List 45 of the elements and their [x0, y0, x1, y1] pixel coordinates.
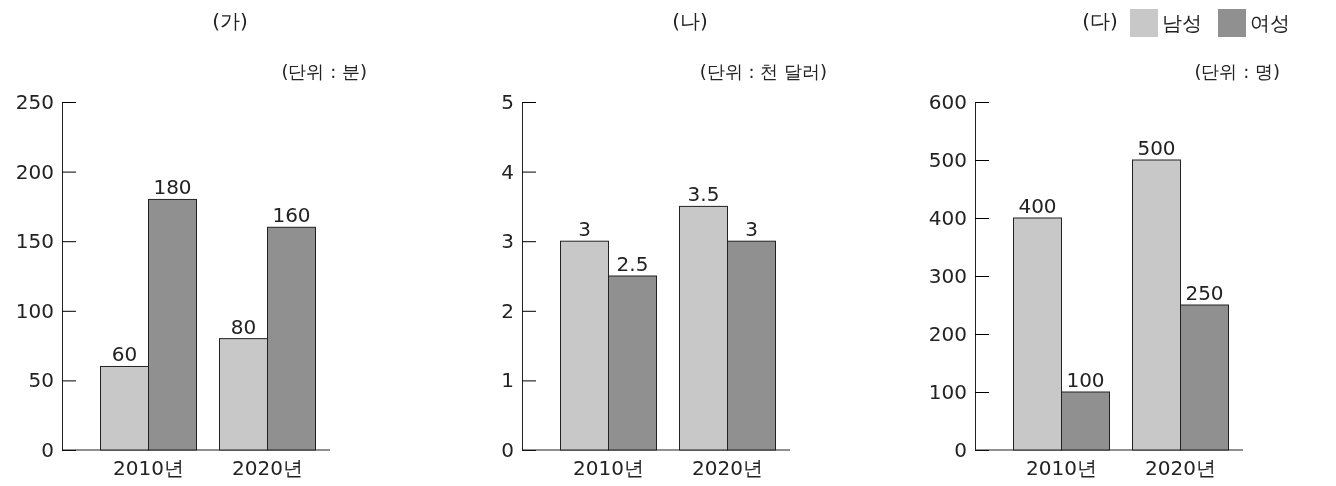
- y-tick-label: 50: [28, 368, 54, 393]
- chart-subtitle: (단위 : 천 달러): [699, 61, 827, 82]
- y-tick-label: 150: [15, 229, 54, 254]
- data-label: 500: [1137, 136, 1176, 160]
- y-tick-label: 100: [15, 298, 54, 323]
- y-tick-label: 600: [928, 89, 967, 114]
- chart-title: (다): [1082, 9, 1118, 33]
- y-tick-label: 3: [501, 229, 514, 254]
- x-tick-label: 2010년: [573, 456, 644, 480]
- y-tick-label: 400: [928, 205, 967, 230]
- y-tick-label: 200: [928, 321, 967, 346]
- data-label: 3: [745, 217, 758, 242]
- chart-title: (나): [672, 9, 708, 33]
- chart-title: (가): [212, 9, 248, 33]
- y-tick-label: 250: [15, 89, 54, 114]
- y-tick-label: 4: [501, 159, 514, 184]
- x-tick-label: 2020년: [1145, 456, 1216, 480]
- y-tick-label: 500: [928, 147, 967, 172]
- chart-subtitle: (단위 : 명): [1194, 61, 1280, 82]
- data-label: 60: [111, 342, 138, 367]
- legend-label: 여성: [1250, 11, 1290, 35]
- data-label: 160: [272, 203, 311, 228]
- data-label: 80: [230, 314, 257, 339]
- x-tick-label: 2020년: [232, 456, 303, 480]
- y-tick-label: 0: [41, 437, 54, 462]
- data-label: 250: [1185, 281, 1224, 305]
- y-tick-label: 0: [954, 437, 967, 462]
- data-label: 3: [578, 217, 591, 242]
- legend-label: 남성: [1162, 11, 1202, 35]
- x-tick-label: 2010년: [1026, 456, 1097, 480]
- data-label: 3.5: [687, 182, 720, 207]
- y-tick-label: 100: [928, 379, 967, 404]
- data-label: 100: [1066, 368, 1105, 392]
- y-tick-label: 5: [501, 89, 514, 114]
- data-label: 400: [1018, 194, 1057, 218]
- x-tick-label: 2020년: [692, 456, 763, 480]
- x-tick-label: 2010년: [113, 456, 184, 480]
- data-label: 2.5: [616, 252, 649, 276]
- chart-subtitle: (단위 : 분): [281, 61, 367, 82]
- y-tick-label: 200: [15, 159, 54, 184]
- y-tick-label: 1: [501, 368, 514, 393]
- y-tick-label: 2: [501, 298, 514, 323]
- data-label: 180: [153, 175, 192, 200]
- y-tick-label: 0: [501, 437, 514, 462]
- y-tick-label: 300: [928, 263, 967, 288]
